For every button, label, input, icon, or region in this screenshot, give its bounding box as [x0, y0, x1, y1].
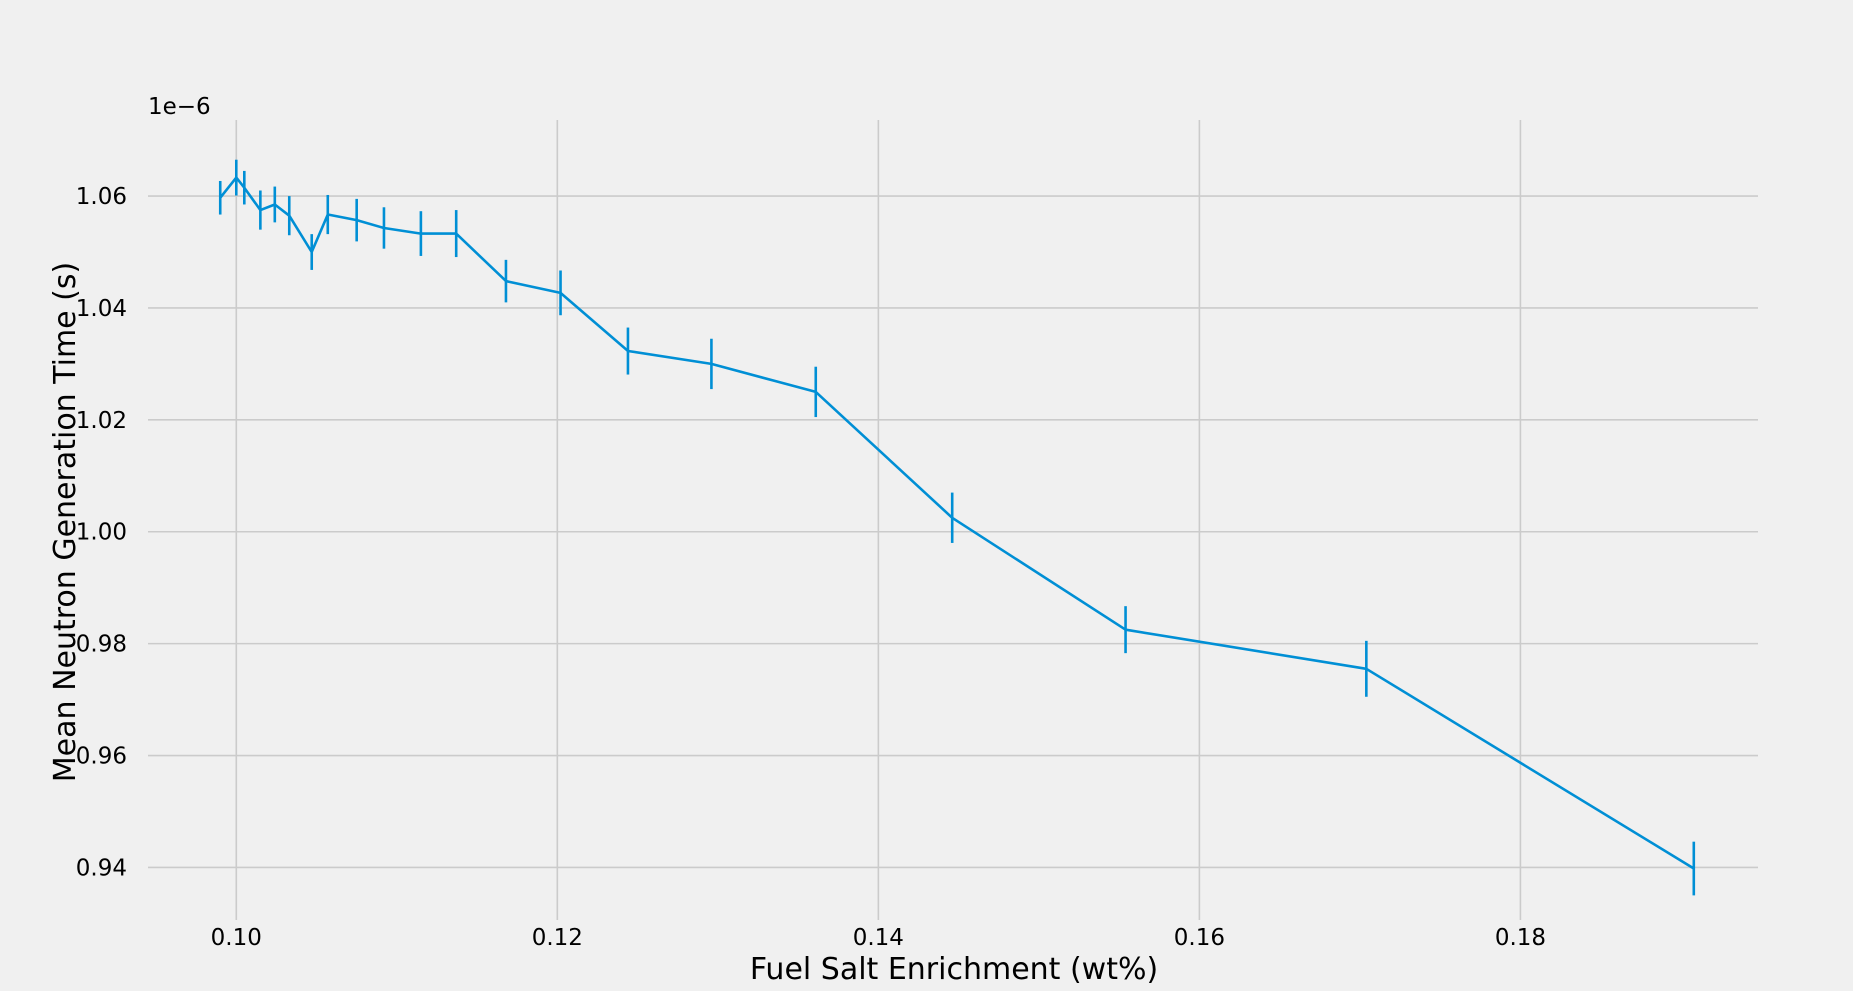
grid: [148, 120, 1758, 920]
x-tick-label: 0.12: [532, 925, 583, 951]
x-tick-labels: 0.10 0.12 0.14 0.16 0.18: [211, 925, 1546, 951]
x-axis-label: Fuel Salt Enrichment (wt%): [750, 952, 1158, 987]
y-tick-label: 1.02: [76, 408, 127, 434]
y-offset-label: 1e−6: [148, 94, 211, 120]
series-line: [219, 176, 1695, 870]
y-tick-label: 1.04: [76, 296, 127, 322]
y-tick-label: 1.06: [76, 184, 127, 210]
x-tick-label: 0.18: [1495, 925, 1546, 951]
x-tick-label: 0.16: [1174, 925, 1225, 951]
y-axis-label: Mean Neutron Generation Time (s): [48, 262, 83, 782]
y-tick-label: 1.00: [76, 520, 127, 546]
y-tick-label: 0.94: [76, 855, 127, 881]
y-tick-label: 0.96: [76, 744, 127, 770]
x-tick-label: 0.14: [853, 925, 904, 951]
y-tick-labels: 0.94 0.96 0.98 1.00 1.02 1.04 1.06: [76, 184, 127, 881]
series-layer: [218, 159, 1696, 896]
y-tick-label: 0.98: [76, 632, 127, 658]
x-tick-label: 0.10: [211, 925, 262, 951]
